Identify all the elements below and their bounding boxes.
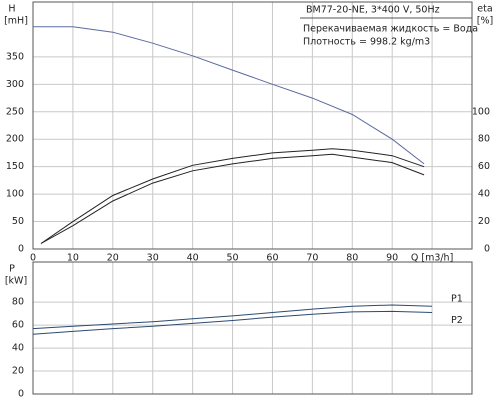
y2-axis-label: eta (477, 4, 492, 15)
data-line (32, 310, 433, 335)
x-tick-label: 40 (187, 253, 199, 264)
y-axis-unit: [kW] (5, 276, 27, 287)
y-axis-unit: [mH] (4, 16, 28, 27)
y-tick-label: 50 (12, 216, 24, 227)
legend-label: P1 (451, 294, 463, 305)
y-axis-label: H (8, 4, 15, 15)
plot-frame (32, 261, 473, 395)
y-tick-label: 20 (12, 366, 24, 377)
y2-tick-label: 40 (478, 189, 490, 200)
y-tick-label: 350 (6, 51, 24, 62)
y-tick-label: 200 (6, 134, 24, 145)
y-tick-label: 40 (12, 343, 24, 354)
legend-label: P2 (451, 315, 463, 326)
x-tick-label: 60 (266, 253, 278, 264)
y2-tick-label: 60 (478, 161, 490, 172)
y-tick-label: 60 (12, 320, 24, 331)
y2-tick-label: 80 (478, 134, 490, 145)
x-tick-label: 10 (67, 253, 79, 264)
annotation: Плотность = 998.2 kg/m3 (303, 37, 430, 48)
y-tick-label: 0 (18, 389, 24, 400)
x-tick-label: 70 (306, 253, 318, 264)
x-tick-label: 20 (107, 253, 119, 264)
data-line (40, 148, 425, 244)
y2-tick-label: 0 (484, 244, 490, 255)
x-tick-label: 50 (226, 253, 238, 264)
x-tick-label: 0 (30, 253, 36, 264)
y-tick-label: 300 (6, 79, 24, 90)
data-line (33, 26, 425, 165)
data-line (32, 304, 433, 330)
x-tick-label: 30 (147, 253, 159, 264)
y2-tick-label: 20 (478, 216, 490, 227)
x-tick-label: Q [m3/h] (411, 253, 453, 264)
annotation: BM77-20-NE, 3*400 V, 50Hz (306, 5, 440, 16)
y-axis-label: P (9, 264, 15, 275)
y-tick-label: 100 (6, 189, 24, 200)
y2-axis-unit: [%] (477, 16, 493, 27)
y2-tick-label: 100 (472, 106, 490, 117)
y-tick-label: 250 (6, 106, 24, 117)
y-tick-label: 0 (18, 244, 24, 255)
x-tick-label: 80 (346, 253, 358, 264)
y-tick-label: 150 (6, 161, 24, 172)
plot-frame (32, 1, 473, 250)
annotation: Перекачиваемая жидкость = Вода (303, 24, 478, 35)
x-tick-label: 90 (386, 253, 398, 264)
y-tick-label: 80 (12, 297, 24, 308)
data-line (40, 153, 425, 244)
